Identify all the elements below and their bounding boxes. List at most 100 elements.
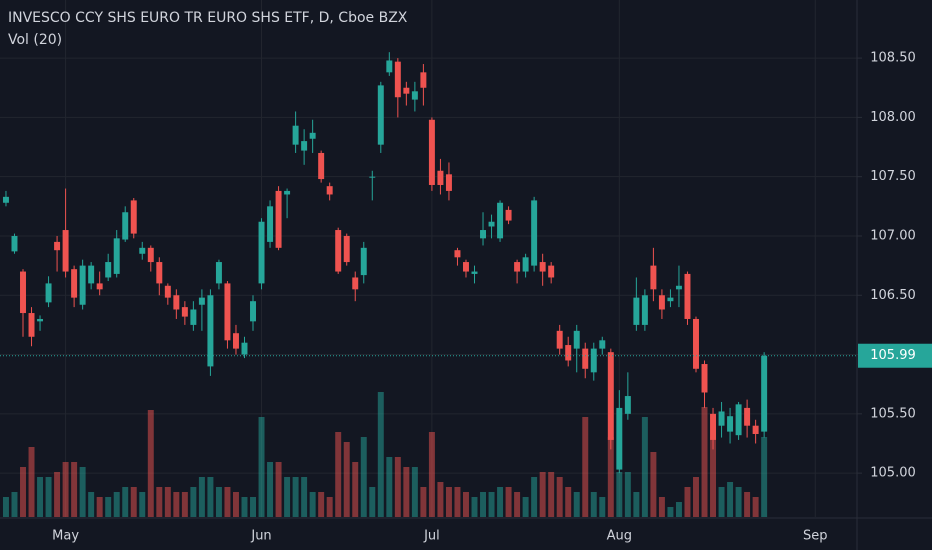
volume-bar [181, 492, 188, 517]
candle-body [258, 221, 265, 284]
volume-bar [761, 437, 768, 517]
candle-body [718, 411, 725, 426]
candle-body [624, 396, 631, 414]
volume-bar [2, 497, 9, 517]
candle-body [335, 230, 342, 272]
candle-body [514, 262, 521, 272]
candle-body [573, 330, 580, 349]
candle-body [147, 247, 154, 263]
candle-body [667, 297, 674, 302]
candle-body [88, 265, 95, 284]
candle-body [139, 247, 146, 254]
candle-body [675, 285, 682, 290]
volume-bar [377, 392, 384, 517]
volume-bar [573, 492, 580, 517]
volume-bar [641, 417, 648, 517]
volume-bar [11, 492, 18, 517]
candle-body [122, 212, 129, 240]
volume-bar [701, 407, 708, 517]
candle-body [437, 170, 444, 185]
candle-body [224, 283, 231, 341]
candle-body [377, 85, 384, 145]
volume-bar [105, 497, 112, 517]
candle-body [650, 265, 657, 290]
volume-bar [250, 497, 256, 517]
volume-bar [650, 452, 657, 517]
candle-body [207, 295, 214, 367]
candle-body [130, 200, 137, 234]
volume-bar [693, 477, 699, 517]
candle-body [369, 176, 376, 178]
candle-body [727, 416, 734, 432]
candle-body [752, 425, 759, 434]
volume-bar [599, 497, 606, 517]
candle-body [710, 413, 717, 440]
volume-bar [675, 502, 682, 517]
candle-body [352, 277, 359, 290]
volume-bar [437, 482, 444, 517]
volume-bar [480, 492, 487, 517]
volume-bar [590, 492, 597, 517]
volume-bar [667, 507, 674, 517]
volume-bar [352, 462, 359, 517]
volume-bar [113, 492, 120, 517]
volume-bar [463, 492, 469, 517]
candle-body [326, 186, 333, 195]
volume-label: Vol (20) [8, 32, 62, 48]
candle-body [428, 119, 435, 185]
volume-bar [318, 492, 325, 517]
candle-body [241, 342, 248, 355]
candle-body [386, 60, 393, 73]
candle-body [684, 273, 691, 319]
volume-bar [343, 442, 350, 517]
candle-body [2, 196, 9, 203]
volume-bar [497, 487, 504, 517]
volume-bar [394, 457, 401, 517]
candle-body [318, 152, 325, 180]
candle-body [556, 330, 563, 349]
volume-bar [122, 487, 129, 517]
volume-bar [54, 472, 61, 517]
candle-body [505, 209, 512, 221]
volume-bar [79, 467, 86, 517]
volume-bar [514, 492, 521, 517]
y-tick-label: 108.00 [870, 110, 916, 125]
volume-bar [45, 477, 52, 517]
volume-bar [624, 472, 631, 517]
volume-bar [539, 472, 546, 517]
candle-body [292, 125, 299, 145]
candles [2, 52, 768, 474]
volume-bar [309, 492, 316, 517]
volume-bar [241, 497, 248, 517]
volume-bar [710, 437, 717, 517]
volume-bar [556, 477, 563, 517]
candle-body [96, 283, 103, 290]
volume-bar [147, 410, 154, 517]
candle-body [463, 262, 469, 272]
candle-body [54, 241, 61, 251]
candle-body [232, 333, 239, 349]
volume-bar [727, 482, 734, 517]
candle-body [215, 262, 222, 284]
candle-body [480, 230, 487, 239]
volume-bar [335, 432, 342, 517]
last-price-box [858, 343, 932, 368]
candle-body [190, 309, 197, 325]
volume-bar [684, 487, 691, 517]
volume-bar [744, 492, 751, 517]
candle-body [28, 313, 35, 337]
x-tick-label: Jun [250, 529, 271, 544]
volume-bar [411, 467, 418, 517]
y-tick-label: 108.50 [870, 51, 916, 66]
volume-bar [284, 477, 291, 517]
candle-body [284, 190, 291, 195]
candle-body [616, 407, 623, 470]
volume-bar [386, 457, 393, 517]
volume-bar [37, 477, 44, 517]
candle-body [79, 265, 86, 305]
volume-bar [445, 487, 452, 517]
volume-bar [139, 492, 146, 517]
axes: 105.00105.50106.00106.50107.00107.50108.… [0, 51, 932, 544]
candle-body [420, 72, 427, 88]
